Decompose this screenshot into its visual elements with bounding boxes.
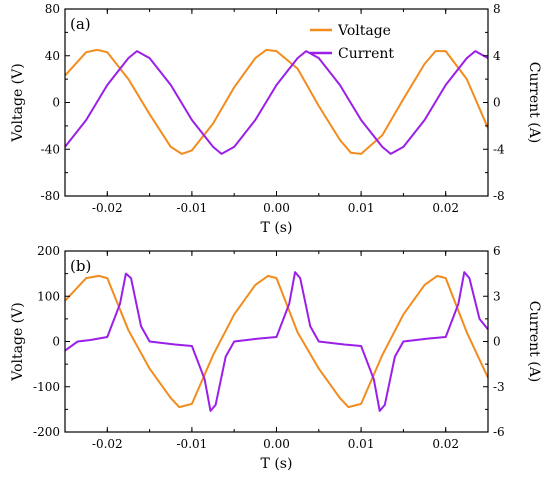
x-tick-label: 0.01	[348, 201, 375, 215]
y-tick-label: 200	[37, 244, 60, 258]
y2-axis-label: Current (A)	[526, 301, 542, 383]
y-tick-label: 0	[52, 335, 60, 349]
series-line-voltage	[65, 274, 488, 409]
y2-tick-label: 0	[493, 335, 501, 349]
x-tick-label: 0.00	[263, 201, 290, 215]
y-axis-label: Voltage (V)	[10, 63, 26, 142]
panel-label: (a)	[70, 15, 91, 33]
y-tick-label: 40	[45, 49, 60, 63]
x-tick-label: 0.02	[432, 437, 459, 451]
x-axis-label: T (s)	[261, 456, 293, 472]
y-tick-label: -100	[33, 380, 60, 394]
y-tick-label: -80	[41, 189, 60, 203]
panel-a: -0.02 -0.01 0.00 0.01 0.02-80-4004080-8-4048…	[10, 2, 542, 236]
panel-b: -0.02 -0.01 0.00 0.01 0.02 -200 -100 0 100 200 -6 -…	[10, 244, 542, 472]
y-axis-label: Voltage (V)	[10, 302, 26, 381]
y2-tick-label: -6	[493, 425, 505, 439]
y-tick-label: -200	[33, 425, 60, 439]
x-tick-label: -0.01	[177, 437, 208, 451]
x-tick-label: 0.00	[263, 437, 290, 451]
plot-frame	[64, 8, 489, 197]
series-line-current	[65, 50, 488, 155]
legend: Voltage Current	[310, 23, 394, 62]
y2-axis-label: Current (A)	[526, 62, 542, 144]
x-tick-label: 0.02	[432, 201, 459, 215]
y2-tick-label: 6	[493, 244, 501, 258]
y-tick-label: 0	[52, 96, 60, 110]
y2-tick-label: -8	[493, 189, 505, 203]
x-tick-label: -0.02	[92, 437, 123, 451]
y2-tick-label: -4	[493, 142, 505, 156]
y2-tick-label: 8	[493, 2, 501, 16]
legend-label-current: Current	[338, 46, 394, 62]
y-tick-label: 80	[45, 2, 60, 16]
y2-tick-label: 0	[493, 96, 501, 110]
x-tick-label: 0.01	[348, 437, 375, 451]
y2-tick-label: -3	[493, 380, 505, 394]
y2-tick-label: 3	[493, 289, 501, 303]
y2-tick-label: 4	[493, 49, 501, 63]
legend-label-voltage: Voltage	[337, 23, 391, 39]
y-tick-label: -40	[41, 142, 60, 156]
y-tick-label: 100	[37, 289, 60, 303]
panel-label: (b)	[70, 257, 91, 275]
x-tick-label: -0.02	[92, 201, 123, 215]
series-line-current	[65, 271, 488, 412]
x-axis-label: T (s)	[261, 220, 293, 236]
x-tick-label: -0.01	[177, 201, 208, 215]
series-line-voltage	[65, 48, 488, 155]
